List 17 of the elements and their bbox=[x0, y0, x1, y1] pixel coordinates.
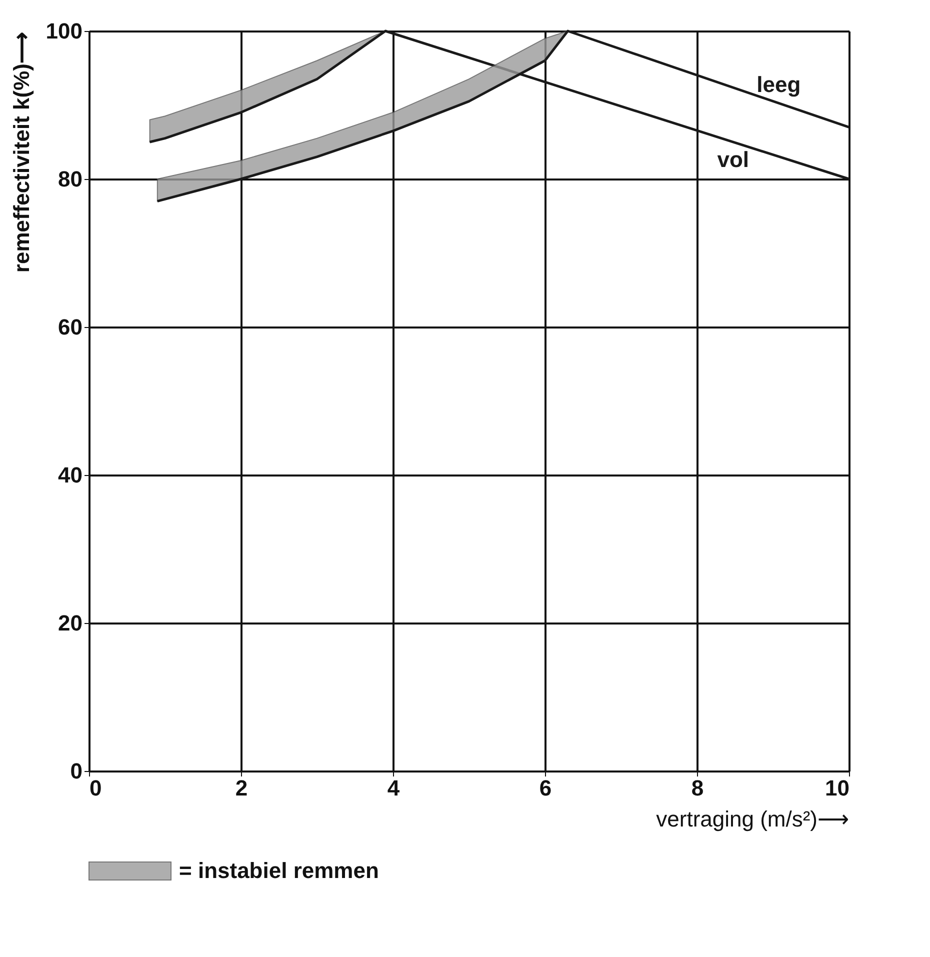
y-tick-label: 40 bbox=[58, 462, 82, 488]
y-tick-label: 80 bbox=[58, 166, 82, 192]
y-tick-label: 100 bbox=[46, 18, 82, 44]
x-tick-label: 0 bbox=[90, 776, 102, 800]
y-tick-label: 60 bbox=[58, 314, 82, 340]
x-tick-label: 8 bbox=[691, 776, 704, 800]
x-tick-label: 2 bbox=[235, 776, 248, 800]
series-label: leeg bbox=[756, 72, 801, 98]
x-tick-label: 10 bbox=[825, 776, 850, 800]
y-tick-label: 0 bbox=[70, 758, 82, 784]
x-tick-label: 6 bbox=[539, 776, 552, 800]
text: = instabiel remmen bbox=[179, 858, 379, 883]
x-axis-title: vertraging (m/s²)⟶ bbox=[656, 806, 850, 832]
series-label: vol bbox=[717, 147, 749, 172]
x-tick-label: 4 bbox=[387, 776, 400, 800]
y-tick-label: 20 bbox=[58, 610, 82, 636]
y-axis-title: remeffectiviteit k(%)⟶ bbox=[8, 32, 34, 273]
